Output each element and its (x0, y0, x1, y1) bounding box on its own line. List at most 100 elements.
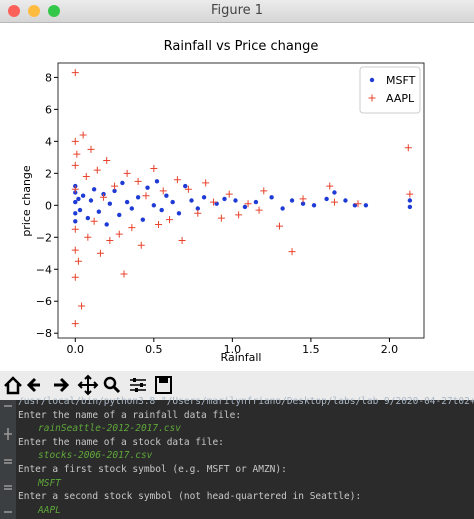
point (106, 236, 114, 244)
window-title: Figure 1 (210, 3, 264, 18)
terminal-gutter (0, 400, 16, 519)
minimize-button[interactable] (28, 5, 40, 17)
point (189, 198, 194, 203)
point (135, 195, 141, 200)
x-tick-label: 1.5 (302, 343, 320, 356)
point (164, 193, 169, 198)
point (407, 204, 413, 210)
point (145, 185, 150, 190)
point (112, 188, 117, 194)
toolbar-icons (4, 374, 172, 396)
point (210, 198, 218, 206)
point (354, 200, 362, 208)
legend-box (359, 66, 421, 114)
terminal-line: MSFT (38, 477, 61, 489)
point (235, 211, 243, 219)
chart: Rainfall vs Price change Rainfall price … (20, 39, 425, 364)
point (170, 199, 175, 205)
close-button[interactable] (8, 5, 20, 17)
pan-button[interactable] (77, 374, 99, 396)
point (166, 216, 174, 224)
home-button[interactable] (4, 376, 22, 395)
y-tick-label: −2 (36, 231, 52, 244)
point (195, 206, 201, 211)
point (225, 190, 233, 198)
title-bar: Figure 1 (0, 0, 474, 23)
terminal-line: Enter the name of a rainfall data file: (18, 409, 242, 421)
point (407, 198, 413, 203)
y-tick-label: −6 (36, 295, 52, 308)
x-tick-label: 0.0 (67, 343, 85, 356)
y-tick-label: −4 (36, 263, 52, 276)
point (79, 131, 87, 139)
point (173, 176, 181, 184)
point (311, 203, 317, 208)
terminal-line: Enter a first stock symbol (e.g. MSFT or… (18, 463, 287, 475)
point (184, 185, 192, 193)
y-tick-label: 8 (45, 71, 52, 84)
point (73, 211, 78, 216)
zoom-button[interactable] (48, 5, 60, 17)
point (104, 222, 109, 227)
back-button[interactable] (26, 377, 40, 393)
point (178, 236, 186, 244)
point (217, 214, 225, 222)
point (93, 166, 101, 174)
point (289, 198, 295, 203)
point (71, 273, 79, 281)
terminal-output: /usr/local/bin/python3.8 "/Users/marilyn… (18, 396, 474, 517)
legend: MSFT AAPL (359, 66, 421, 114)
point (404, 144, 412, 152)
y-tick-label: 6 (45, 103, 52, 116)
y-axis-label: price change (20, 165, 33, 237)
point (90, 217, 98, 225)
x-tick-label: 2.0 (381, 343, 399, 356)
point (202, 179, 210, 187)
point (269, 195, 274, 200)
terminal: /usr/local/bin/python3.8 "/Users/marilyn… (0, 396, 474, 519)
terminal-line: /usr/local/bin/python3.8 "/Users/marilyn… (18, 396, 474, 407)
point (300, 201, 306, 206)
point (142, 192, 150, 200)
point (176, 211, 182, 216)
chart-title: Rainfall vs Price change (164, 39, 319, 54)
point (150, 165, 158, 173)
point (242, 204, 248, 210)
point (343, 198, 348, 203)
configure-button[interactable] (130, 378, 146, 392)
point (151, 203, 157, 208)
point (71, 320, 79, 328)
point (71, 225, 79, 233)
point (123, 169, 131, 177)
point (100, 193, 108, 201)
point (74, 257, 82, 265)
point (120, 270, 128, 278)
forward-button[interactable] (54, 377, 70, 393)
point (183, 183, 188, 189)
point (280, 206, 285, 211)
point (288, 248, 296, 256)
point (140, 217, 146, 222)
point (82, 173, 90, 181)
legend-marker (368, 94, 376, 102)
point (73, 199, 78, 205)
terminal-line: Enter a second stock symbol (not head-qu… (18, 491, 362, 503)
point (194, 209, 202, 217)
point (124, 199, 130, 205)
point (324, 196, 329, 202)
point (80, 193, 86, 198)
point (107, 201, 113, 206)
point (155, 220, 163, 228)
zoom-button[interactable] (103, 376, 121, 394)
x-axis-label: Rainfall (221, 351, 262, 364)
point (91, 187, 97, 192)
point (115, 230, 123, 238)
save-button[interactable] (155, 376, 172, 394)
toolbar (0, 371, 474, 400)
point (71, 185, 79, 193)
point (406, 190, 414, 198)
legend-label: AAPL (386, 92, 415, 105)
gutter-icons (4, 405, 12, 513)
point (120, 180, 125, 186)
